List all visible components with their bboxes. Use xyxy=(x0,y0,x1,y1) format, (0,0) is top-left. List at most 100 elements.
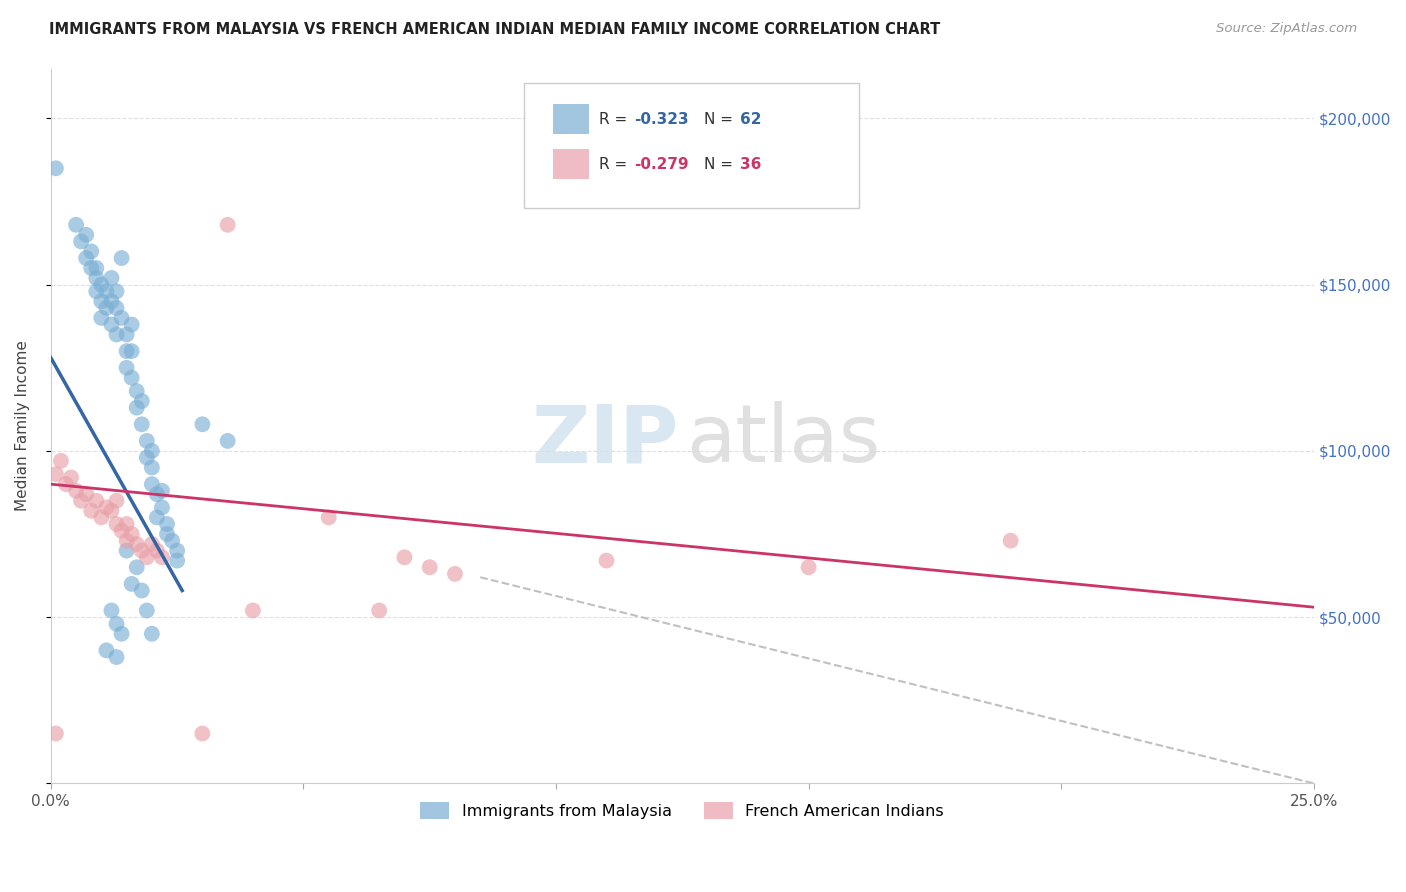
Y-axis label: Median Family Income: Median Family Income xyxy=(15,341,30,511)
Point xyxy=(125,537,148,551)
Point xyxy=(100,318,122,332)
Point xyxy=(96,301,118,315)
Text: ZIP: ZIP xyxy=(531,401,679,479)
Point xyxy=(110,524,132,538)
Point xyxy=(105,301,128,315)
Point xyxy=(84,260,107,275)
Text: R =: R = xyxy=(599,112,633,127)
Point xyxy=(65,483,87,498)
Text: Source: ZipAtlas.com: Source: ZipAtlas.com xyxy=(1216,22,1357,36)
Point xyxy=(146,487,169,501)
Point xyxy=(100,504,122,518)
Point xyxy=(394,550,416,565)
Point xyxy=(75,487,97,501)
Point xyxy=(135,603,157,617)
Point xyxy=(125,384,148,398)
Point xyxy=(141,477,163,491)
FancyBboxPatch shape xyxy=(524,83,859,208)
Point xyxy=(105,493,128,508)
Point xyxy=(80,260,103,275)
Text: -0.279: -0.279 xyxy=(634,157,689,172)
Point xyxy=(131,583,153,598)
Point xyxy=(96,285,118,299)
Point xyxy=(75,251,97,265)
Point xyxy=(135,550,157,565)
Point xyxy=(141,537,163,551)
Point xyxy=(45,161,67,176)
Point xyxy=(1000,533,1022,548)
Point xyxy=(217,218,239,232)
Point xyxy=(115,327,138,342)
Point xyxy=(146,510,169,524)
Bar xyxy=(554,149,589,179)
Point xyxy=(368,603,391,617)
Point xyxy=(110,251,132,265)
Point xyxy=(191,417,214,432)
Point xyxy=(115,543,138,558)
Point xyxy=(242,603,264,617)
Point xyxy=(105,327,128,342)
Point xyxy=(90,510,112,524)
Point xyxy=(131,394,153,409)
Point xyxy=(125,401,148,415)
Point xyxy=(131,417,153,432)
Point xyxy=(125,560,148,574)
Point xyxy=(595,553,617,567)
Point xyxy=(49,454,72,468)
Point xyxy=(141,460,163,475)
Text: N =: N = xyxy=(704,112,738,127)
Point xyxy=(141,443,163,458)
Text: 62: 62 xyxy=(741,112,762,127)
Bar xyxy=(554,104,589,135)
Point xyxy=(90,277,112,292)
Point xyxy=(115,516,138,531)
Point xyxy=(121,577,143,591)
Point xyxy=(135,434,157,448)
Point xyxy=(156,516,179,531)
Point xyxy=(141,626,163,640)
Point xyxy=(96,500,118,515)
Point xyxy=(121,318,143,332)
Point xyxy=(115,360,138,375)
Point xyxy=(131,543,153,558)
Text: -0.323: -0.323 xyxy=(634,112,689,127)
Text: atlas: atlas xyxy=(686,401,880,479)
Point xyxy=(55,477,77,491)
Point xyxy=(100,603,122,617)
Point xyxy=(60,470,83,484)
Text: 36: 36 xyxy=(741,157,762,172)
Point xyxy=(75,227,97,242)
Point xyxy=(105,516,128,531)
Point xyxy=(45,467,67,482)
Point xyxy=(318,510,340,524)
Point xyxy=(150,483,173,498)
Point xyxy=(84,285,107,299)
Point xyxy=(105,650,128,665)
Point xyxy=(84,271,107,285)
Point xyxy=(217,434,239,448)
Point xyxy=(419,560,441,574)
Point xyxy=(121,344,143,359)
Point xyxy=(70,493,93,508)
Text: N =: N = xyxy=(704,157,738,172)
Point xyxy=(166,543,188,558)
Point xyxy=(96,643,118,657)
Point xyxy=(191,726,214,740)
Point xyxy=(115,344,138,359)
Point xyxy=(150,550,173,565)
Point xyxy=(100,271,122,285)
Point xyxy=(70,235,93,249)
Point xyxy=(156,527,179,541)
Point xyxy=(135,450,157,465)
Point xyxy=(146,543,169,558)
Point xyxy=(90,294,112,309)
Point xyxy=(166,553,188,567)
Point xyxy=(160,533,183,548)
Point xyxy=(444,566,467,581)
Legend: Immigrants from Malaysia, French American Indians: Immigrants from Malaysia, French America… xyxy=(415,796,950,825)
Text: IMMIGRANTS FROM MALAYSIA VS FRENCH AMERICAN INDIAN MEDIAN FAMILY INCOME CORRELAT: IMMIGRANTS FROM MALAYSIA VS FRENCH AMERI… xyxy=(49,22,941,37)
Point xyxy=(110,310,132,325)
Point xyxy=(90,310,112,325)
Point xyxy=(797,560,820,574)
Text: R =: R = xyxy=(599,157,633,172)
